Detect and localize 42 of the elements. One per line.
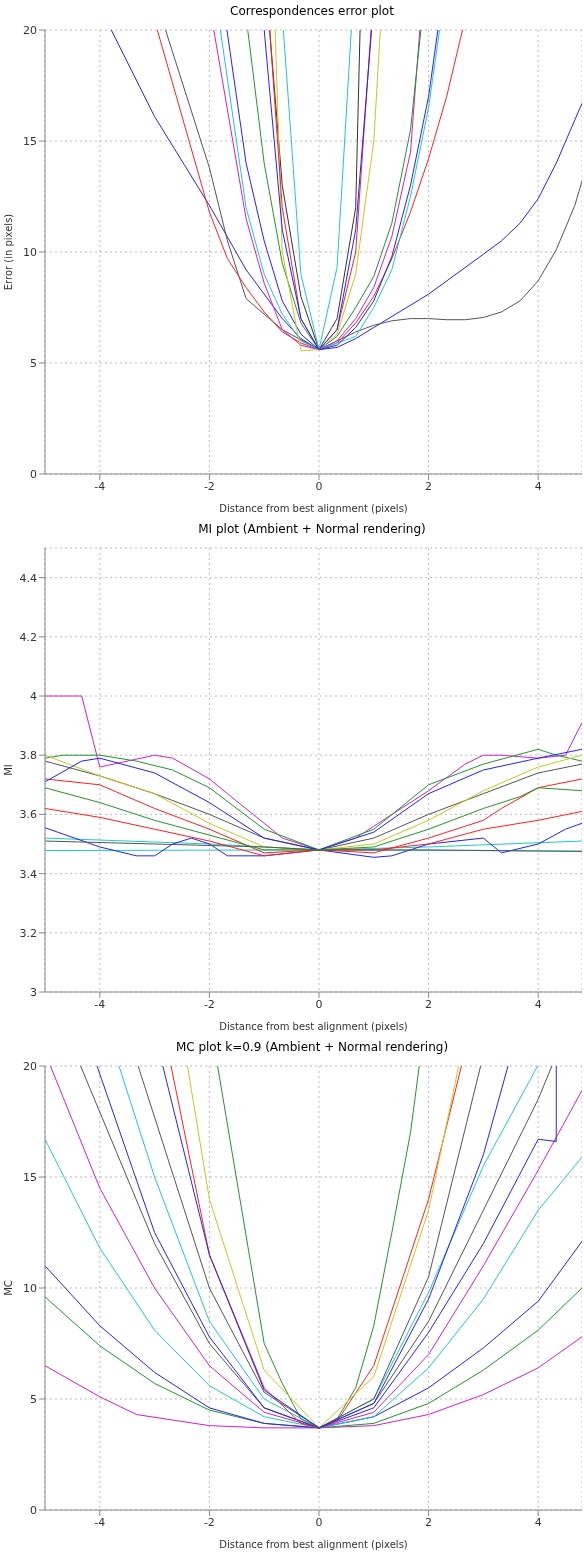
- x-tick-label: 2: [425, 997, 433, 1011]
- chart-title: Correspondences error plot: [229, 3, 395, 20]
- x-tick-label: 0: [315, 479, 323, 493]
- x-tick-label: 4: [534, 997, 542, 1011]
- y-tick-label: 4.2: [19, 630, 37, 644]
- y-tick-label: 3.2: [19, 926, 37, 940]
- y-tick-label: 10: [23, 245, 37, 259]
- x-tick-label: -4: [94, 1515, 106, 1529]
- chart-title: MC plot k=0.9 (Ambient + Normal rendering): [174, 1039, 450, 1056]
- x-tick-label: 4: [534, 1515, 542, 1529]
- y-tick-label: 3: [30, 985, 37, 999]
- x-tick-label: -2: [203, 479, 215, 493]
- y-tick-label: 15: [23, 134, 37, 148]
- chart-title: MI plot (Ambient + Normal rendering): [197, 521, 427, 538]
- y-tick-label: 0: [30, 467, 37, 481]
- y-tick-label: 5: [30, 1392, 37, 1406]
- x-tick-label: -4: [94, 997, 106, 1011]
- y-axis-title: Error (in pixels): [2, 213, 14, 291]
- x-tick-label: -4: [94, 479, 106, 493]
- y-tick-label: 0: [30, 1503, 37, 1517]
- y-tick-label: 20: [23, 23, 37, 37]
- y-tick-label: 3.4: [19, 867, 37, 881]
- y-tick-label: 10: [23, 1281, 37, 1295]
- y-tick-label: 5: [30, 356, 37, 370]
- x-axis-title: Distance from best alignment (pixels): [219, 503, 408, 514]
- y-axis-title: MC: [2, 1280, 14, 1296]
- x-tick-label: 2: [425, 479, 433, 493]
- y-tick-label: 15: [23, 1170, 37, 1184]
- x-tick-label: 0: [315, 997, 323, 1011]
- y-axis-title: MI: [2, 764, 14, 776]
- y-tick-label: 4: [30, 689, 37, 703]
- x-axis-title: Distance from best alignment (pixels): [219, 1539, 408, 1550]
- x-tick-label: -2: [203, 1515, 215, 1529]
- y-tick-label: 3.8: [19, 749, 37, 763]
- x-axis-title: Distance from best alignment (pixels): [219, 1021, 408, 1032]
- x-tick-label: 2: [425, 1515, 433, 1529]
- y-tick-label: 4.4: [19, 571, 37, 585]
- x-tick-label: -2: [203, 997, 215, 1011]
- y-tick-label: 20: [23, 1059, 37, 1073]
- y-tick-label: 3.6: [19, 808, 37, 822]
- x-tick-label: 0: [315, 1515, 323, 1529]
- x-tick-label: 4: [534, 479, 542, 493]
